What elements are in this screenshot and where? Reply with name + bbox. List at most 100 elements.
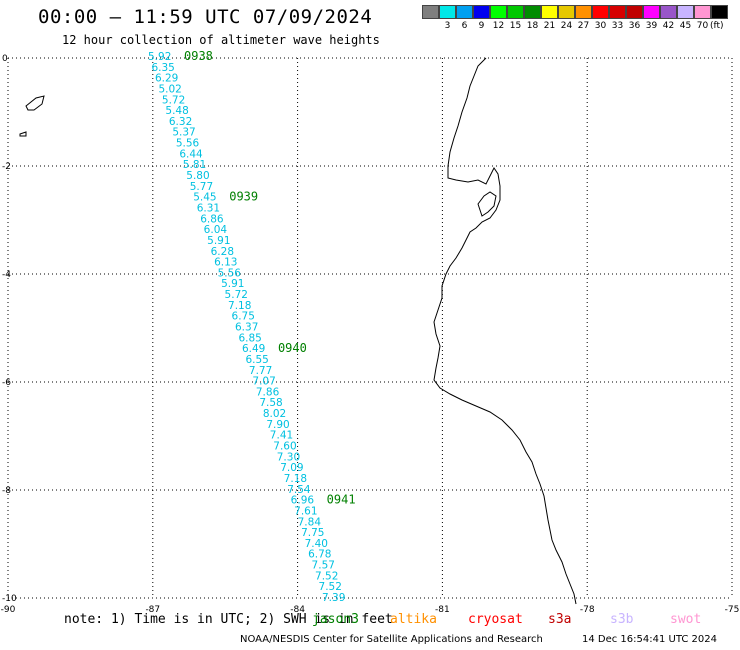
legend-cell: 27 (575, 5, 592, 31)
legend-label: 15 (509, 21, 522, 31)
y-tick-label: -4 (2, 270, 11, 280)
wave-height-label: 5.72 (225, 289, 248, 301)
legend-cell (711, 5, 728, 31)
wave-height-label: 7.60 (273, 441, 296, 453)
chart-subtitle: 12 hour collection of altimeter wave hei… (62, 33, 380, 47)
wave-height-label: 5.45 (193, 192, 216, 204)
wave-height-label: 6.96 (291, 495, 315, 507)
x-tick-label: -90 (1, 605, 16, 615)
time-label: 0940 (278, 341, 307, 355)
legend-cell: 33 (609, 5, 626, 31)
wave-height-label: 5.91 (221, 278, 244, 290)
wave-height-label: 7.90 (266, 419, 289, 431)
wave-height-label: 7.52 (319, 581, 342, 593)
legend-label: 39 (645, 21, 658, 31)
legend-unit: (ft) (710, 21, 724, 31)
satellite-s3a: s3a (548, 612, 572, 627)
legend-swatch (439, 5, 456, 19)
wave-height-label: 6.13 (214, 257, 237, 269)
coastline-gulf (477, 191, 497, 217)
time-label: 0938 (184, 49, 213, 63)
wave-height-label: 6.85 (238, 332, 261, 344)
footer-note: note: 1) Time is in UTC; 2) SWH is in fe… (64, 612, 393, 627)
satellite-cryosat: cryosat (468, 612, 523, 627)
legend-cell: 30 (592, 5, 609, 31)
legend-cell: 3 (439, 5, 456, 31)
wave-height-label: 6.75 (232, 311, 255, 323)
credit-text: NOAA/NESDIS Center for Satellite Applica… (240, 634, 543, 645)
wave-height-label: 7.57 (312, 560, 335, 572)
legend-label: 18 (526, 21, 539, 31)
legend-cell: 39 (643, 5, 660, 31)
satellite-s3b: s3b (610, 612, 634, 627)
wave-height-label: 5.80 (186, 170, 209, 182)
wave-height-label: 7.77 (249, 365, 272, 377)
legend-swatch (660, 5, 677, 19)
legend-cell: 9 (473, 5, 490, 31)
wave-height-label: 5.72 (162, 94, 185, 106)
altimeter-track: 5.926.356.295.025.725.486.325.375.566.44… (148, 49, 356, 604)
wave-height-label: 6.49 (242, 343, 265, 355)
legend-label: 24 (560, 21, 573, 31)
legend-swatch (456, 5, 473, 19)
y-tick-label: -8 (2, 486, 11, 496)
wave-height-label: 7.18 (284, 473, 307, 485)
wave-height-label: 7.61 (294, 505, 317, 517)
legend-label: 45 (679, 21, 692, 31)
legend-swatch (626, 5, 643, 19)
wave-height-label: 7.30 (277, 451, 300, 463)
legend-cell (422, 5, 439, 31)
legend-swatch (422, 5, 439, 19)
wave-height-label: 6.04 (204, 224, 228, 236)
legend-swatch (643, 5, 660, 19)
legend-swatch (473, 5, 490, 19)
coastline-islet (19, 131, 27, 137)
legend-label: 70 (696, 21, 709, 31)
time-label: 0941 (327, 493, 356, 507)
x-tick-label: -81 (435, 605, 450, 615)
y-tick-label: 0 (2, 54, 8, 64)
wave-height-label: 5.77 (190, 181, 213, 193)
y-tick-label: -2 (2, 162, 11, 172)
wave-height-label: 7.39 (322, 592, 345, 604)
legend-label: 6 (461, 21, 468, 31)
wave-height-label: 8.02 (263, 408, 286, 420)
y-tick-label: -10 (2, 594, 17, 604)
legend-swatch (609, 5, 626, 19)
wave-height-label: 6.32 (169, 116, 192, 128)
wave-height-label: 7.40 (305, 538, 328, 550)
wave-height-label: 6.55 (245, 354, 268, 366)
y-axis-ticks: 0 -2 -4 -6 -8 -10 (2, 54, 17, 604)
wave-height-label: 6.28 (211, 246, 234, 258)
timestamp: 14 Dec 16:54:41 UTC 2024 (582, 634, 717, 645)
wave-height-label: 6.78 (308, 549, 331, 561)
satellite-swot: swot (670, 612, 702, 627)
wave-height-label: 7.18 (228, 300, 251, 312)
wave-height-label: 7.75 (301, 527, 324, 539)
wave-height-label: 5.91 (207, 235, 230, 247)
legend-label: 30 (594, 21, 607, 31)
legend-cell: 45 (677, 5, 694, 31)
legend-label: 21 (543, 21, 556, 31)
wave-height-label: 6.35 (151, 62, 174, 74)
x-tick-label: -84 (290, 605, 305, 615)
wave-height-label: 7.58 (259, 397, 282, 409)
wave-height-label: 7.52 (315, 570, 338, 582)
coastline-mainland (433, 57, 577, 605)
x-axis-ticks: -90 -87 -84 -81 -78 -75 (1, 605, 740, 615)
wave-height-label: 7.86 (256, 386, 280, 398)
wave-height-label: 5.02 (158, 83, 181, 95)
legend-label: 3 (444, 21, 451, 31)
legend-cell: 36 (626, 5, 643, 31)
wave-height-label: 5.56 (176, 138, 200, 150)
wave-height-label: 7.54 (287, 484, 311, 496)
coastline-island (25, 95, 45, 111)
legend-label: 27 (577, 21, 590, 31)
legend-swatch (541, 5, 558, 19)
legend-cell: 42 (660, 5, 677, 31)
wave-height-label: 6.86 (200, 213, 224, 225)
legend-swatch (694, 5, 711, 19)
satellite-altika: altika (390, 612, 437, 627)
legend-swatch (677, 5, 694, 19)
legend-cell: 21 (541, 5, 558, 31)
